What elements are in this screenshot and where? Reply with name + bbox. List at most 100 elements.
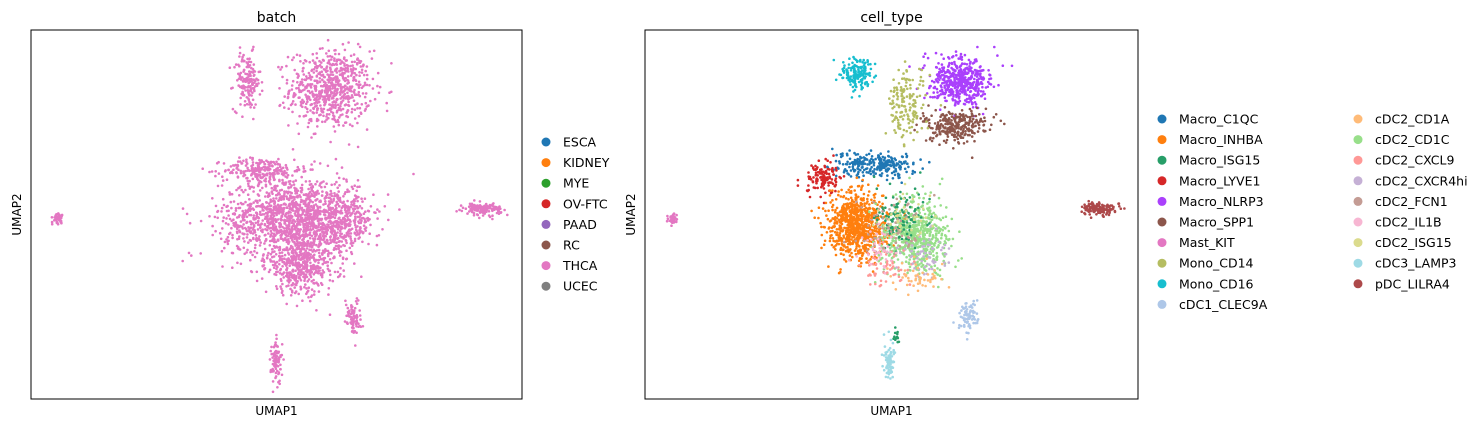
point <box>907 118 910 121</box>
point <box>333 256 336 259</box>
point <box>315 75 319 78</box>
point <box>351 187 355 191</box>
point <box>283 253 287 257</box>
point <box>341 61 344 64</box>
point <box>304 217 308 220</box>
point <box>308 180 312 183</box>
point <box>343 220 346 223</box>
point <box>222 216 225 219</box>
point <box>346 86 349 89</box>
point <box>903 167 907 171</box>
point <box>299 279 303 282</box>
point <box>895 110 898 114</box>
point <box>915 116 919 120</box>
point <box>286 173 290 177</box>
point <box>272 255 276 258</box>
point <box>894 158 897 162</box>
point <box>339 232 342 235</box>
point <box>356 206 360 210</box>
point <box>873 167 876 171</box>
point <box>282 197 286 201</box>
point <box>304 180 308 183</box>
point <box>251 163 255 167</box>
point <box>290 84 294 87</box>
point <box>902 72 905 75</box>
point <box>343 226 347 230</box>
point <box>242 159 245 163</box>
point <box>292 92 296 95</box>
point <box>266 208 270 211</box>
point <box>953 104 957 107</box>
point <box>271 218 275 222</box>
point <box>950 133 954 136</box>
point <box>993 45 996 49</box>
point <box>315 216 319 219</box>
point <box>911 103 914 107</box>
point <box>919 75 923 79</box>
point <box>988 128 992 131</box>
point <box>290 255 293 258</box>
point <box>310 136 313 139</box>
point <box>220 206 224 210</box>
point <box>237 215 240 219</box>
point <box>959 52 963 56</box>
cluster-THCA <box>455 199 509 221</box>
point <box>274 343 278 347</box>
point <box>361 325 365 328</box>
point <box>857 80 861 84</box>
point <box>960 126 963 129</box>
point <box>301 89 305 92</box>
point <box>473 204 477 208</box>
point <box>261 186 264 190</box>
point <box>903 60 907 63</box>
point <box>279 68 282 71</box>
point <box>471 203 475 207</box>
point <box>856 172 860 176</box>
point <box>336 270 340 274</box>
point <box>370 57 374 60</box>
point <box>228 193 232 196</box>
point <box>958 99 962 103</box>
point <box>256 164 260 167</box>
point <box>321 73 325 77</box>
point <box>949 79 953 82</box>
point <box>968 133 971 137</box>
point <box>285 190 288 193</box>
point <box>910 125 914 129</box>
point <box>325 231 329 234</box>
point <box>274 211 278 215</box>
point <box>897 121 900 125</box>
point <box>936 80 940 84</box>
point <box>233 65 236 69</box>
point <box>315 309 318 312</box>
point <box>349 214 352 217</box>
point <box>285 266 289 270</box>
point <box>330 194 334 198</box>
point <box>280 343 284 346</box>
point <box>368 50 372 53</box>
point <box>342 124 345 127</box>
point <box>258 244 262 247</box>
point <box>321 110 324 114</box>
point <box>238 51 242 55</box>
point <box>311 254 315 258</box>
legend-label: THCA <box>562 258 598 273</box>
point <box>304 193 308 197</box>
legend-marker <box>541 240 551 250</box>
point <box>366 209 370 213</box>
point <box>232 224 236 227</box>
point <box>317 100 321 104</box>
point <box>244 188 247 192</box>
point <box>963 125 967 128</box>
point <box>336 275 340 279</box>
point <box>919 117 922 120</box>
point <box>241 86 245 90</box>
point <box>310 288 314 291</box>
point <box>275 285 278 288</box>
point <box>387 218 390 222</box>
point <box>248 238 252 242</box>
point <box>280 196 284 199</box>
point <box>238 46 242 49</box>
point <box>314 235 317 238</box>
point <box>298 230 301 233</box>
